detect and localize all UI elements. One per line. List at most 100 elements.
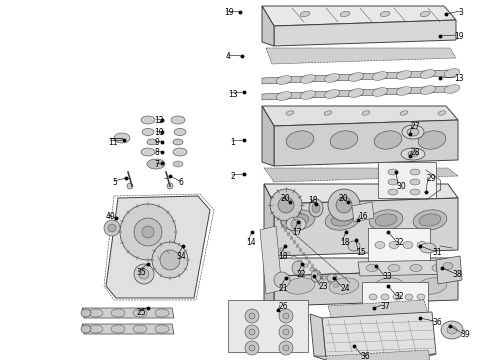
Ellipse shape: [348, 73, 364, 81]
Bar: [228, 300, 308, 352]
Polygon shape: [266, 48, 456, 64]
Ellipse shape: [300, 91, 316, 99]
Polygon shape: [262, 6, 274, 46]
Ellipse shape: [418, 131, 446, 149]
Ellipse shape: [114, 133, 130, 143]
Text: 19: 19: [224, 8, 234, 17]
Ellipse shape: [388, 179, 398, 185]
Polygon shape: [82, 308, 174, 318]
Ellipse shape: [413, 210, 447, 230]
Text: 5: 5: [112, 178, 117, 187]
Polygon shape: [264, 184, 458, 204]
Ellipse shape: [147, 159, 165, 169]
Ellipse shape: [380, 11, 390, 17]
Ellipse shape: [81, 325, 91, 333]
Text: 40: 40: [106, 212, 116, 221]
Polygon shape: [262, 86, 448, 100]
Text: 25: 25: [136, 308, 146, 317]
Ellipse shape: [340, 11, 350, 17]
Ellipse shape: [375, 242, 385, 248]
Ellipse shape: [417, 278, 447, 294]
Polygon shape: [436, 256, 462, 284]
Bar: [368, 228, 430, 262]
Text: 6: 6: [178, 178, 183, 187]
Polygon shape: [264, 258, 458, 276]
Ellipse shape: [420, 86, 436, 94]
Ellipse shape: [133, 309, 147, 317]
Text: 29: 29: [426, 174, 436, 183]
Text: 18: 18: [340, 238, 349, 247]
Circle shape: [104, 220, 120, 236]
Polygon shape: [82, 324, 174, 334]
Ellipse shape: [362, 111, 370, 115]
Ellipse shape: [400, 111, 408, 115]
Ellipse shape: [369, 294, 377, 300]
Polygon shape: [274, 270, 458, 306]
Text: 39: 39: [460, 330, 470, 339]
Ellipse shape: [325, 210, 359, 230]
Ellipse shape: [402, 125, 424, 139]
Circle shape: [270, 189, 302, 221]
Ellipse shape: [410, 265, 422, 271]
Polygon shape: [358, 260, 452, 276]
Bar: [292, 256, 296, 259]
Polygon shape: [274, 20, 456, 46]
Ellipse shape: [420, 11, 430, 17]
Ellipse shape: [389, 242, 399, 248]
Text: 36: 36: [432, 318, 442, 327]
Ellipse shape: [443, 262, 453, 270]
Ellipse shape: [417, 294, 425, 300]
Polygon shape: [310, 314, 326, 360]
Circle shape: [249, 313, 255, 319]
Bar: [310, 268, 314, 271]
Ellipse shape: [447, 326, 457, 334]
Text: 19: 19: [454, 32, 464, 41]
Ellipse shape: [155, 309, 169, 317]
Circle shape: [120, 204, 176, 260]
Circle shape: [279, 325, 293, 339]
Text: 34: 34: [176, 252, 186, 261]
Text: 18: 18: [308, 196, 318, 205]
Circle shape: [152, 242, 188, 278]
Polygon shape: [274, 120, 458, 166]
Bar: [280, 248, 284, 251]
Ellipse shape: [348, 89, 364, 98]
Text: 16: 16: [358, 212, 368, 221]
Ellipse shape: [419, 214, 441, 226]
Text: 21: 21: [278, 284, 288, 293]
Polygon shape: [106, 196, 210, 298]
Text: 9: 9: [154, 138, 159, 147]
Text: 20: 20: [338, 194, 347, 203]
Ellipse shape: [173, 148, 187, 156]
Ellipse shape: [420, 243, 436, 253]
Text: 28: 28: [410, 148, 419, 157]
Ellipse shape: [438, 111, 446, 115]
Ellipse shape: [444, 85, 460, 93]
Ellipse shape: [309, 199, 323, 217]
Ellipse shape: [432, 265, 444, 271]
Ellipse shape: [147, 139, 157, 145]
Text: 1: 1: [230, 138, 235, 147]
Polygon shape: [314, 354, 436, 360]
Ellipse shape: [420, 69, 436, 78]
Ellipse shape: [372, 87, 388, 96]
Polygon shape: [264, 168, 458, 182]
Text: 20: 20: [280, 194, 290, 203]
Text: 24: 24: [340, 284, 350, 293]
Ellipse shape: [292, 261, 304, 275]
Ellipse shape: [300, 11, 310, 17]
Circle shape: [127, 183, 133, 189]
Bar: [316, 272, 320, 275]
Ellipse shape: [401, 148, 425, 160]
Polygon shape: [264, 258, 274, 306]
Text: 33: 33: [382, 272, 392, 281]
Ellipse shape: [417, 242, 427, 248]
Text: 38: 38: [452, 270, 462, 279]
Circle shape: [249, 329, 255, 335]
Ellipse shape: [324, 73, 340, 82]
Text: 4: 4: [226, 52, 231, 61]
Text: 7: 7: [154, 160, 159, 169]
Bar: [378, 162, 436, 198]
Circle shape: [108, 224, 116, 232]
Text: 14: 14: [246, 238, 256, 247]
